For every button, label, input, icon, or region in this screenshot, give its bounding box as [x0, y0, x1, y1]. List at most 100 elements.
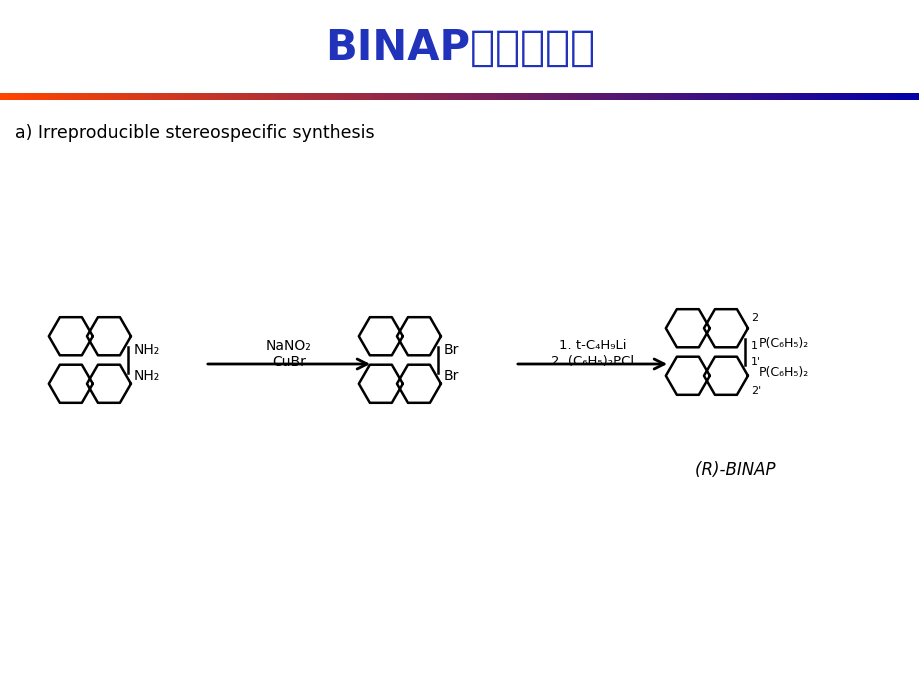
- Bar: [686, 92, 690, 99]
- Bar: [781, 92, 785, 99]
- Bar: [870, 92, 874, 99]
- Bar: [402, 92, 405, 99]
- Bar: [3, 92, 6, 99]
- Bar: [613, 92, 617, 99]
- Bar: [245, 92, 249, 99]
- Bar: [481, 92, 484, 99]
- Text: NaNO₂: NaNO₂: [266, 339, 312, 353]
- Bar: [276, 92, 279, 99]
- Bar: [83, 92, 86, 99]
- Bar: [643, 92, 647, 99]
- Bar: [554, 92, 558, 99]
- Bar: [343, 92, 346, 99]
- Text: 2: 2: [750, 313, 757, 322]
- Bar: [561, 92, 564, 99]
- Bar: [193, 92, 197, 99]
- Bar: [356, 92, 359, 99]
- Bar: [652, 92, 656, 99]
- Bar: [435, 92, 438, 99]
- Bar: [46, 92, 50, 99]
- Bar: [855, 92, 858, 99]
- Bar: [374, 92, 378, 99]
- Bar: [659, 92, 663, 99]
- Bar: [570, 92, 573, 99]
- Bar: [67, 92, 71, 99]
- Bar: [312, 92, 316, 99]
- Bar: [475, 92, 479, 99]
- Bar: [218, 92, 221, 99]
- Bar: [361, 92, 365, 99]
- Bar: [834, 92, 837, 99]
- Bar: [297, 92, 301, 99]
- Bar: [370, 92, 374, 99]
- Bar: [392, 92, 396, 99]
- Bar: [889, 92, 892, 99]
- Bar: [55, 92, 59, 99]
- Bar: [267, 92, 270, 99]
- Bar: [209, 92, 212, 99]
- Bar: [692, 92, 696, 99]
- Bar: [720, 92, 723, 99]
- Bar: [202, 92, 206, 99]
- Bar: [269, 92, 273, 99]
- Bar: [760, 92, 764, 99]
- Bar: [754, 92, 757, 99]
- Bar: [196, 92, 199, 99]
- Bar: [214, 92, 218, 99]
- Bar: [827, 92, 831, 99]
- Bar: [788, 92, 791, 99]
- Text: BINAP的设计合成: BINAP的设计合成: [324, 27, 595, 69]
- Bar: [551, 92, 555, 99]
- Bar: [894, 92, 898, 99]
- Bar: [910, 92, 913, 99]
- Bar: [671, 92, 675, 99]
- Bar: [818, 92, 822, 99]
- Bar: [144, 92, 148, 99]
- Bar: [708, 92, 711, 99]
- Text: NH₂: NH₂: [134, 369, 160, 383]
- Bar: [119, 92, 123, 99]
- Bar: [423, 92, 426, 99]
- Bar: [187, 92, 190, 99]
- Bar: [89, 92, 93, 99]
- Bar: [147, 92, 151, 99]
- Bar: [92, 92, 96, 99]
- Bar: [836, 92, 840, 99]
- Bar: [800, 92, 803, 99]
- Text: P(C₆H₅)₂: P(C₆H₅)₂: [758, 337, 809, 351]
- Bar: [735, 92, 739, 99]
- Bar: [631, 92, 635, 99]
- Bar: [650, 92, 653, 99]
- Bar: [404, 92, 408, 99]
- Bar: [273, 92, 277, 99]
- Bar: [763, 92, 766, 99]
- Bar: [680, 92, 684, 99]
- Bar: [365, 92, 369, 99]
- Bar: [775, 92, 778, 99]
- Bar: [98, 92, 102, 99]
- Bar: [515, 92, 518, 99]
- Bar: [815, 92, 819, 99]
- Bar: [530, 92, 534, 99]
- Bar: [499, 92, 503, 99]
- Bar: [150, 92, 153, 99]
- Bar: [340, 92, 344, 99]
- Bar: [778, 92, 782, 99]
- Bar: [377, 92, 380, 99]
- Bar: [9, 92, 13, 99]
- Bar: [282, 92, 286, 99]
- Bar: [756, 92, 760, 99]
- Bar: [306, 92, 310, 99]
- Bar: [315, 92, 319, 99]
- Bar: [469, 92, 472, 99]
- Bar: [62, 92, 65, 99]
- Bar: [542, 92, 546, 99]
- Bar: [334, 92, 337, 99]
- Bar: [223, 92, 227, 99]
- Bar: [527, 92, 530, 99]
- Bar: [71, 92, 74, 99]
- Bar: [172, 92, 176, 99]
- Bar: [622, 92, 626, 99]
- Bar: [49, 92, 52, 99]
- Bar: [425, 92, 429, 99]
